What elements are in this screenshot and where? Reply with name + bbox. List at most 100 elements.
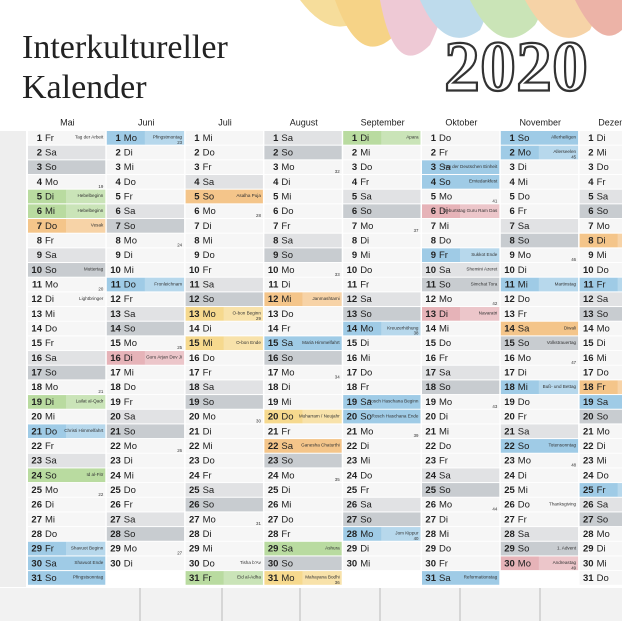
day-number: 13 [347, 309, 358, 320]
petal [470, 0, 542, 38]
weekday: Sa [45, 558, 57, 569]
day-row [500, 409, 579, 424]
day-row [185, 351, 263, 365]
day-row [343, 439, 421, 453]
day-number: 7 [352, 221, 357, 232]
day-number: 28 [347, 529, 358, 540]
day-number: 7 [588, 221, 593, 232]
weekday: Do [124, 485, 136, 496]
week-number: 28 [256, 213, 261, 218]
weekday: Di [597, 338, 606, 349]
weekday: Fr [597, 280, 606, 291]
day-row [579, 160, 622, 175]
weekday: Mi [203, 236, 213, 247]
day-number: 22 [583, 441, 594, 452]
day-row [106, 395, 185, 409]
day-number: 15 [268, 338, 279, 349]
weekday: Fr [203, 573, 212, 584]
day-row [185, 292, 263, 307]
day-number: 16 [504, 353, 515, 364]
day-row [579, 497, 622, 512]
day-row [422, 292, 500, 307]
day-row [185, 380, 263, 395]
weekday: Di [518, 470, 527, 481]
day-row [185, 468, 263, 483]
weekday: Fr [45, 133, 54, 144]
day-row [28, 380, 106, 395]
day-number: 18 [504, 382, 515, 393]
weekday: Do [439, 544, 451, 555]
weekday: Mo [439, 397, 452, 408]
event: Martinstag [555, 281, 577, 286]
day-number: 2 [588, 148, 593, 159]
day-row [500, 160, 579, 175]
day-number: 4 [273, 177, 279, 188]
day-number: 10 [583, 265, 594, 276]
day-row [106, 365, 185, 380]
day-row [500, 292, 579, 307]
weekday: Fr [281, 221, 290, 232]
week-number: 35 [335, 477, 340, 482]
weekday: Mo [124, 544, 137, 555]
day-number: 31 [189, 573, 200, 584]
day-row [264, 277, 342, 292]
day-number: 3 [352, 162, 357, 173]
weekday: Di [518, 265, 527, 276]
day-number: 13 [189, 309, 200, 320]
day-number: 26 [268, 500, 279, 511]
weekday: Fr [360, 485, 369, 496]
day-row [343, 175, 421, 189]
day-row [264, 233, 342, 248]
day-number: 15 [110, 338, 121, 349]
day-row [185, 204, 263, 219]
day-number: 16 [110, 353, 121, 364]
day-number: 4 [116, 177, 122, 188]
day-row [185, 556, 263, 571]
weekday: Mo [281, 265, 294, 276]
day-number: 26 [31, 500, 42, 511]
day-row [579, 351, 622, 365]
day-row-tint [302, 409, 342, 424]
day-row [264, 307, 342, 321]
day-number: 4 [510, 177, 516, 188]
day-row [343, 189, 421, 204]
day-row [500, 395, 579, 409]
day-row [579, 453, 622, 468]
day-number: 5 [431, 192, 437, 203]
day-number: 27 [583, 514, 594, 525]
day-number: 10 [425, 265, 436, 276]
day-number: 25 [425, 485, 436, 496]
weekday: Sa [124, 206, 136, 217]
day-row [264, 453, 342, 468]
day-number: 7 [510, 221, 515, 232]
weekday: Fr [45, 338, 54, 349]
day-row [106, 219, 185, 233]
day-number: 31 [425, 573, 436, 584]
day-row [264, 248, 342, 263]
day-row [500, 497, 579, 512]
day-row [500, 439, 579, 453]
day-row [422, 439, 500, 453]
weekday: Mo [439, 192, 452, 203]
day-row [264, 512, 342, 527]
day-row [500, 453, 579, 468]
day-row [106, 453, 185, 468]
day-number: 26 [425, 500, 436, 511]
week-number: 32 [335, 169, 340, 174]
day-row-tint [538, 380, 579, 395]
event: Eid al-Adha [237, 575, 261, 580]
day-row [579, 307, 622, 321]
week-number: 22 [98, 492, 103, 497]
day-number: 21 [347, 426, 358, 437]
day-number: 14 [189, 324, 200, 335]
event: Hebelbeginn [77, 193, 103, 198]
day-row [264, 556, 342, 571]
week-number: 38 [414, 331, 419, 336]
day-number: 5 [37, 192, 43, 203]
week-number: 29 [256, 316, 261, 321]
day-row [422, 541, 500, 556]
day-number: 17 [189, 368, 200, 379]
day-number: 27 [189, 514, 200, 525]
day-row [343, 321, 421, 336]
day-row [500, 527, 579, 541]
